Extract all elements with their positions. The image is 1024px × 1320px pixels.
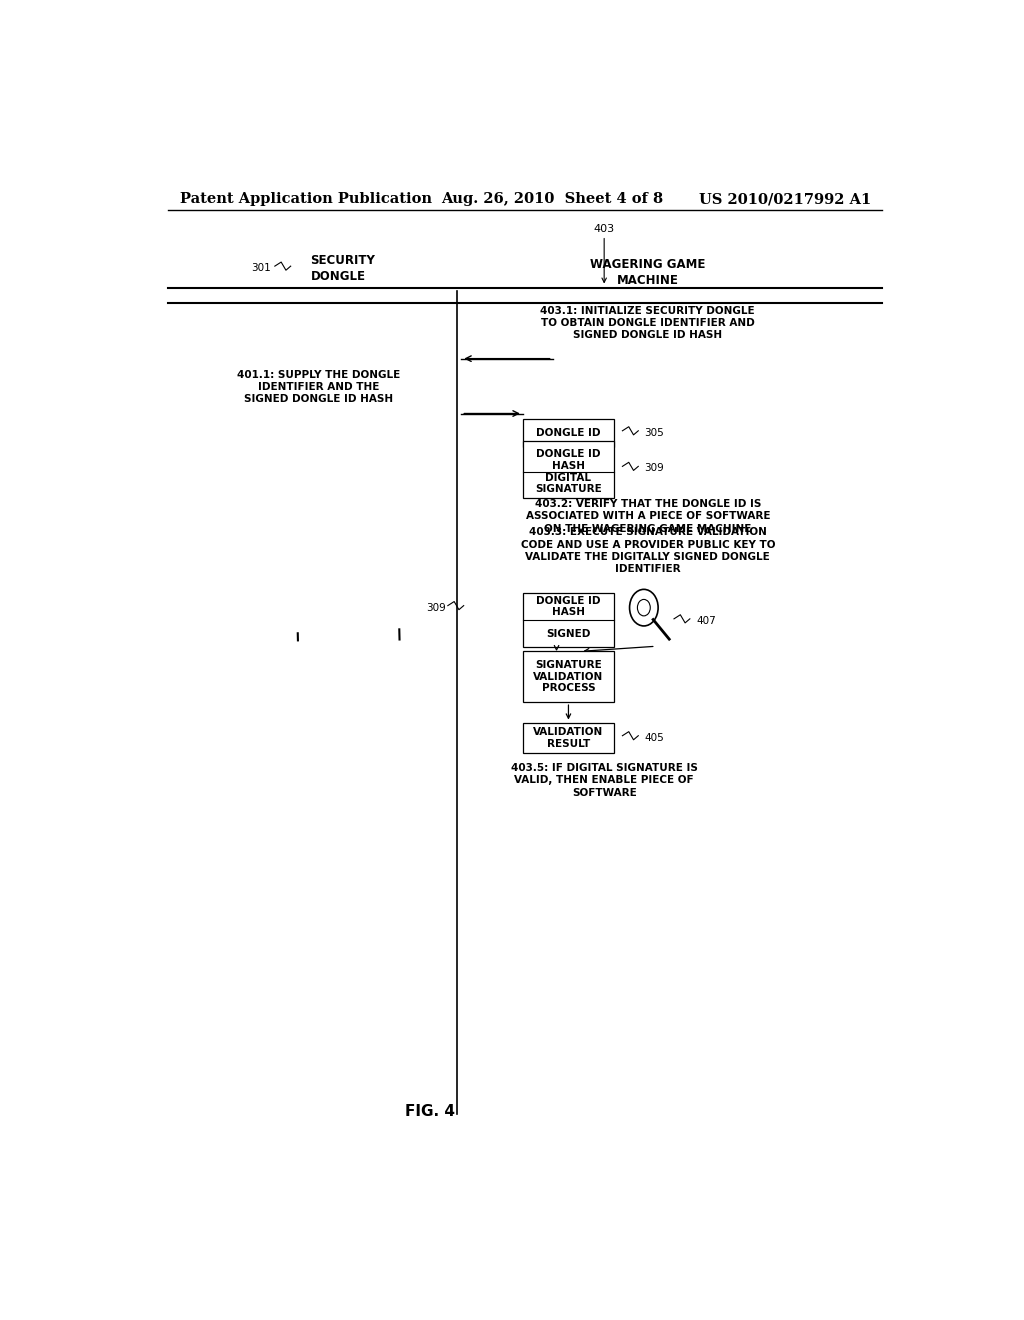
Text: VALIDATION
RESULT: VALIDATION RESULT <box>534 727 603 748</box>
Text: 403.5: IF DIGITAL SIGNATURE IS
VALID, THEN ENABLE PIECE OF
SOFTWARE: 403.5: IF DIGITAL SIGNATURE IS VALID, TH… <box>511 763 697 797</box>
Text: Aug. 26, 2010  Sheet 4 of 8: Aug. 26, 2010 Sheet 4 of 8 <box>441 191 664 206</box>
Text: DONGLE ID: DONGLE ID <box>537 428 601 438</box>
Bar <box>523 651 614 702</box>
Text: 301: 301 <box>251 263 270 273</box>
Text: DONGLE ID
HASH: DONGLE ID HASH <box>537 595 601 618</box>
Text: 309: 309 <box>426 603 445 612</box>
Text: SIGNED: SIGNED <box>546 630 591 639</box>
Text: 309: 309 <box>645 463 665 474</box>
Bar <box>523 418 614 447</box>
Text: SECURITY
DONGLE: SECURITY DONGLE <box>310 253 376 282</box>
Bar <box>523 441 614 498</box>
Text: 403.2: VERIFY THAT THE DONGLE ID IS
ASSOCIATED WITH A PIECE OF SOFTWARE
ON THE W: 403.2: VERIFY THAT THE DONGLE ID IS ASSO… <box>525 499 770 533</box>
Text: 407: 407 <box>696 616 716 626</box>
Text: DONGLE ID
HASH: DONGLE ID HASH <box>537 450 601 471</box>
Text: US 2010/0217992 A1: US 2010/0217992 A1 <box>699 191 871 206</box>
Text: DIGITAL
SIGNATURE: DIGITAL SIGNATURE <box>536 473 602 495</box>
Text: 403.1: INITIALIZE SECURITY DONGLE
TO OBTAIN DONGLE IDENTIFIER AND
SIGNED DONGLE : 403.1: INITIALIZE SECURITY DONGLE TO OBT… <box>541 306 755 341</box>
Text: SIGNATURE
VALIDATION
PROCESS: SIGNATURE VALIDATION PROCESS <box>534 660 603 693</box>
Text: 305: 305 <box>645 428 665 438</box>
Text: 405: 405 <box>645 733 665 743</box>
Circle shape <box>630 589 658 626</box>
Bar <box>523 593 614 647</box>
Text: 403.3: EXECUTE SIGNATURE VALIDATION
CODE AND USE A PROVIDER PUBLIC KEY TO
VALIDA: 403.3: EXECUTE SIGNATURE VALIDATION CODE… <box>520 527 775 574</box>
Text: WAGERING GAME
MACHINE: WAGERING GAME MACHINE <box>590 257 706 286</box>
Bar <box>523 722 614 752</box>
Circle shape <box>637 599 650 616</box>
Text: 403: 403 <box>594 223 614 234</box>
Text: 401.1: SUPPLY THE DONGLE
IDENTIFIER AND THE
SIGNED DONGLE ID HASH: 401.1: SUPPLY THE DONGLE IDENTIFIER AND … <box>237 370 400 404</box>
Text: Patent Application Publication: Patent Application Publication <box>179 191 431 206</box>
Text: FIG. 4: FIG. 4 <box>404 1104 455 1119</box>
